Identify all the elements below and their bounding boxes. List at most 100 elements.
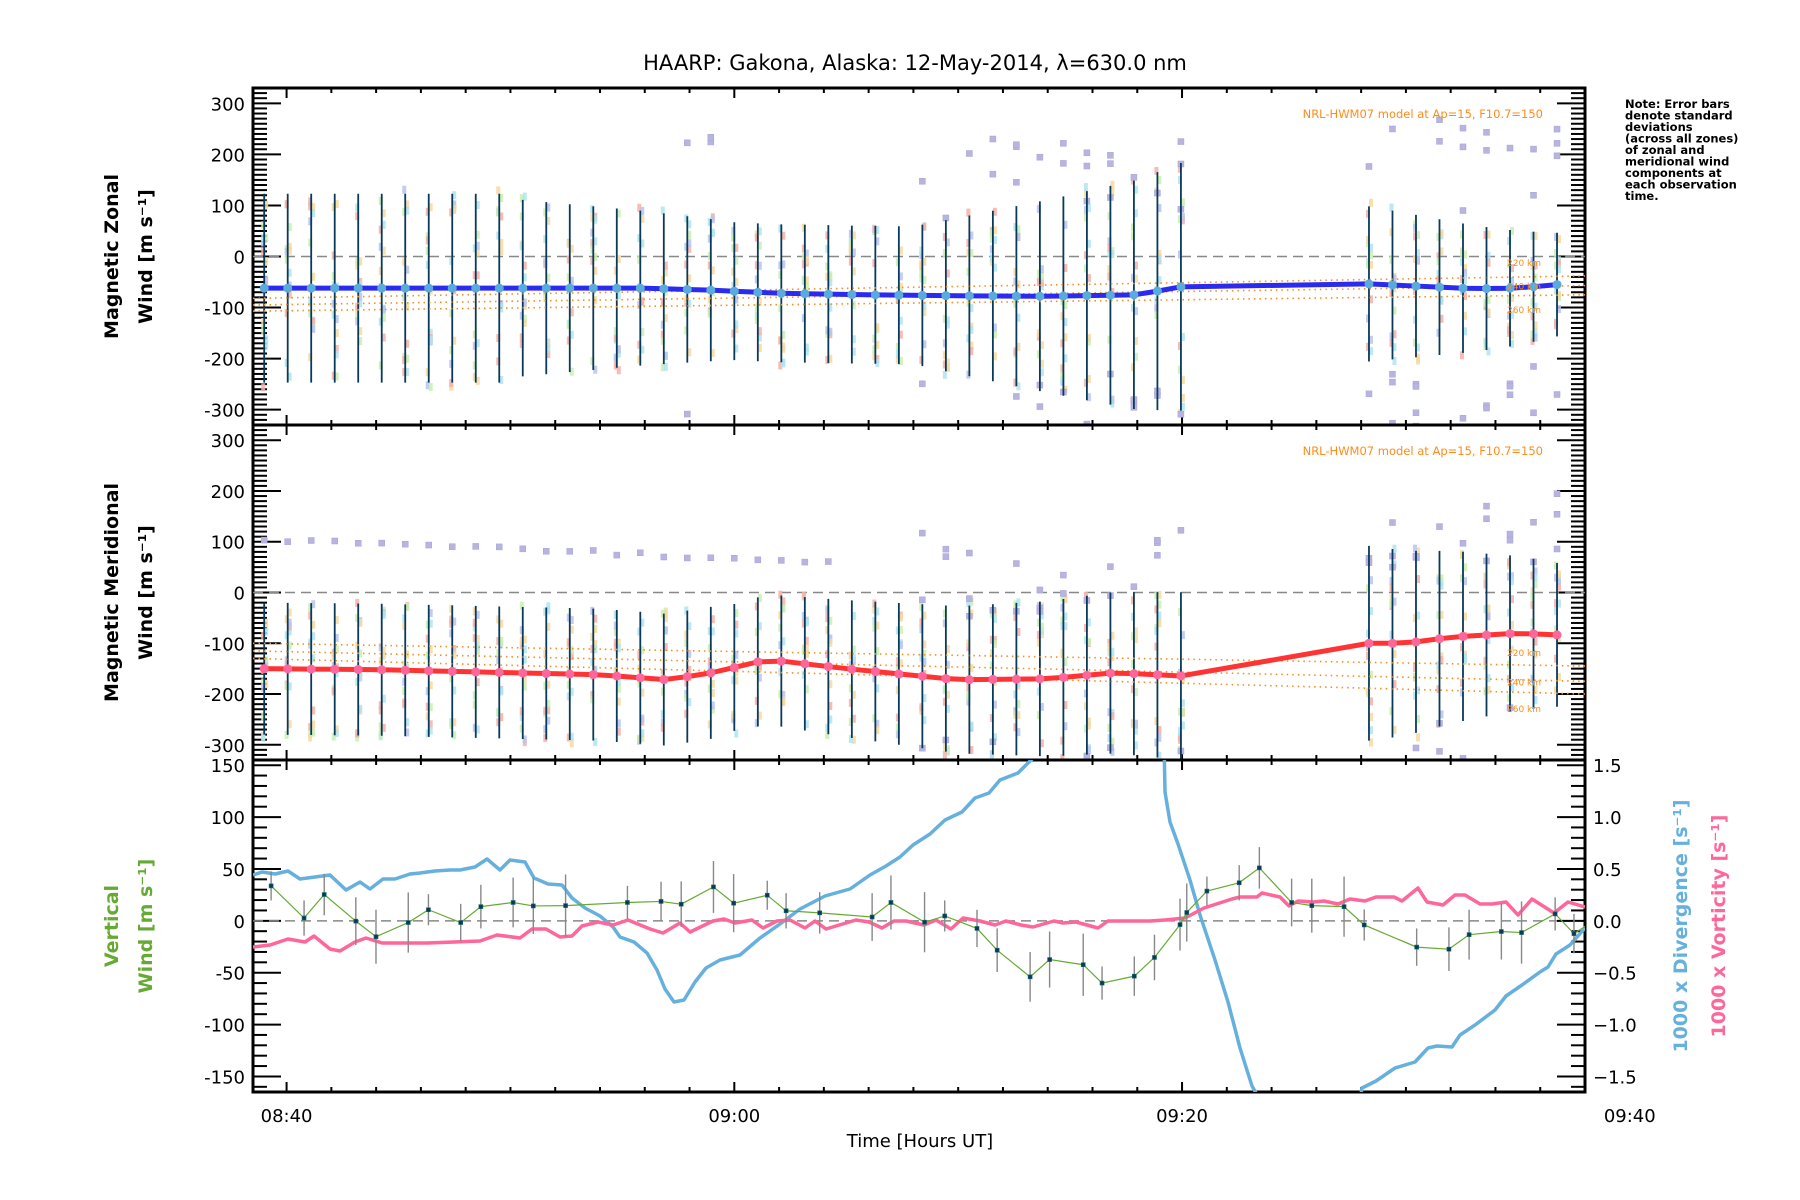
zone-sample (331, 272, 336, 281)
zone-sample (1392, 274, 1397, 283)
vertical-wind-point (510, 900, 516, 905)
outlier-sample (1459, 755, 1467, 760)
zone-sample (566, 733, 571, 742)
zone-sample (778, 641, 783, 650)
zone-sample (707, 295, 712, 304)
zone-sample (778, 623, 783, 632)
zone-sample (1507, 608, 1512, 617)
zone-sample (1130, 273, 1135, 282)
zone-sample (707, 251, 712, 260)
zone-sample (616, 638, 621, 647)
zone-sample (875, 684, 880, 693)
mean-wind-point (917, 290, 927, 300)
zone-sample (1013, 268, 1018, 277)
zone-sample (801, 670, 806, 679)
zone-sample (1554, 686, 1559, 695)
zone-sample (1177, 365, 1182, 374)
zone-sample (828, 616, 833, 625)
zone-sample (992, 323, 997, 332)
zone-sample (522, 192, 527, 201)
zone-sample (308, 353, 313, 362)
outlier-sample (1131, 783, 1137, 789)
zone-sample (1180, 402, 1185, 411)
zone-sample (778, 611, 783, 620)
y-right-tick-label: 0.5 (1593, 860, 1622, 881)
model-altitude-label: 240 km (1507, 678, 1541, 688)
zone-sample (660, 723, 665, 732)
zone-sample (1412, 663, 1417, 672)
zone-sample (875, 621, 880, 630)
y-tick-label: 0 (234, 584, 245, 605)
mean-wind-point (353, 283, 363, 293)
zone-sample (590, 213, 595, 222)
zone-sample (519, 194, 524, 203)
zone-sample (992, 700, 997, 709)
zone-sample (1016, 627, 1021, 636)
zone-sample (1130, 660, 1135, 669)
mean-wind-point (1434, 282, 1444, 292)
zone-sample (757, 241, 762, 250)
zone-sample (1368, 335, 1373, 344)
zone-sample (781, 690, 786, 699)
outlier-sample (1060, 160, 1067, 167)
zone-sample (1530, 298, 1535, 307)
mean-wind-point (941, 674, 951, 684)
zone-sample (757, 594, 762, 603)
zone-sample (1365, 651, 1370, 660)
zone-sample (660, 718, 665, 727)
zone-sample (1130, 720, 1135, 729)
zone-sample (1392, 650, 1397, 659)
zone-sample (449, 604, 454, 613)
zone-sample (287, 682, 292, 691)
zone-sample (1130, 232, 1135, 241)
zone-sample (1557, 599, 1562, 608)
zone-sample (754, 311, 759, 320)
zone-sample (519, 311, 524, 320)
zone-sample (1507, 295, 1512, 304)
zone-sample (355, 598, 360, 607)
zone-sample (1533, 231, 1538, 240)
zone-sample (731, 233, 736, 242)
zone-sample (402, 356, 407, 365)
zone-sample (1039, 611, 1044, 620)
zone-sample (616, 345, 621, 354)
zone-sample (1533, 333, 1538, 342)
zone-sample (919, 625, 924, 634)
outlier-sample (1036, 586, 1044, 594)
outlier-sample (1553, 490, 1561, 498)
zone-sample (496, 637, 501, 646)
outlier-sample (1130, 174, 1138, 181)
mean-wind-point (1082, 291, 1092, 301)
zone-sample (308, 197, 313, 206)
zone-sample (778, 261, 783, 270)
zone-sample (428, 383, 433, 392)
zone-sample (919, 602, 924, 611)
zone-sample (1036, 328, 1041, 337)
mean-wind-point (753, 657, 763, 667)
zone-sample (287, 608, 292, 617)
zone-sample (566, 638, 571, 647)
zone-sample (895, 713, 900, 722)
zone-sample (1063, 263, 1068, 272)
zone-sample (311, 720, 316, 729)
zone-sample (922, 649, 927, 658)
zone-sample (989, 635, 994, 644)
zone-sample (1415, 356, 1420, 365)
zone-sample (1483, 580, 1488, 589)
zone-sample (1133, 741, 1138, 750)
zone-sample (1510, 645, 1515, 654)
mean-wind-point (494, 667, 504, 677)
zone-sample (804, 636, 809, 645)
zone-sample (1016, 232, 1021, 241)
zone-sample (1063, 220, 1068, 229)
mean-wind-point (353, 664, 363, 674)
zone-sample (522, 682, 527, 691)
note-line: time. (1625, 189, 1659, 203)
zone-sample (663, 268, 668, 277)
zone-sample (1554, 598, 1559, 607)
mean-wind-point (776, 288, 786, 298)
zone-sample (593, 737, 598, 746)
zone-sample (472, 330, 477, 339)
zone-sample (381, 646, 386, 655)
zone-sample (1154, 642, 1159, 651)
